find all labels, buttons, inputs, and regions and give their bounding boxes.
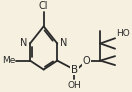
- Text: OH: OH: [67, 81, 81, 90]
- Text: N: N: [20, 38, 28, 48]
- Text: HO: HO: [116, 29, 130, 38]
- Text: O: O: [83, 56, 91, 66]
- Text: Cl: Cl: [39, 1, 48, 12]
- Text: B: B: [71, 65, 78, 75]
- Text: N: N: [60, 38, 67, 48]
- Text: Me: Me: [2, 56, 15, 65]
